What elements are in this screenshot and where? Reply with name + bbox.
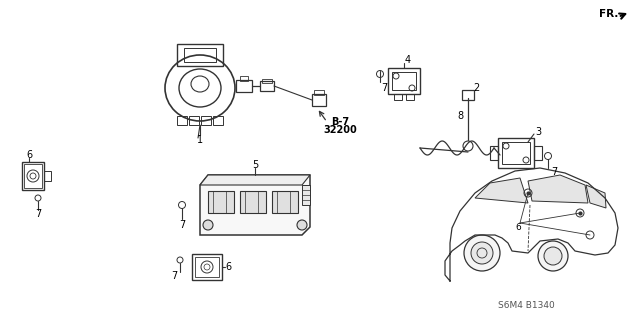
Text: 7: 7: [179, 220, 185, 230]
Text: 8: 8: [457, 111, 463, 121]
Text: 2: 2: [473, 83, 479, 93]
Circle shape: [544, 247, 562, 265]
Bar: [201, 116, 211, 125]
Bar: [44, 171, 51, 181]
Text: 32200: 32200: [323, 125, 357, 135]
Circle shape: [464, 235, 500, 271]
Bar: [406, 94, 414, 100]
Bar: [192, 254, 222, 280]
Bar: [388, 68, 420, 94]
Bar: [260, 81, 274, 91]
Text: 6: 6: [225, 262, 231, 272]
Bar: [177, 44, 223, 66]
Bar: [240, 76, 248, 81]
Bar: [184, 48, 216, 62]
Bar: [314, 90, 324, 95]
Text: B-7: B-7: [331, 117, 349, 127]
Bar: [195, 257, 219, 277]
Text: 1: 1: [197, 135, 203, 145]
Bar: [462, 90, 474, 100]
Text: 4: 4: [405, 55, 411, 65]
Bar: [240, 191, 266, 213]
Text: 7: 7: [171, 271, 177, 281]
Polygon shape: [475, 178, 528, 203]
Bar: [534, 146, 542, 160]
Text: FR.: FR.: [599, 9, 619, 19]
Bar: [394, 94, 402, 100]
Polygon shape: [200, 175, 310, 235]
Bar: [272, 191, 298, 213]
Bar: [262, 79, 272, 83]
Bar: [24, 164, 42, 188]
Bar: [236, 80, 252, 92]
Bar: [177, 116, 187, 125]
Bar: [498, 138, 534, 168]
Circle shape: [297, 220, 307, 230]
Bar: [213, 116, 223, 125]
Circle shape: [203, 220, 213, 230]
Bar: [502, 142, 530, 164]
Bar: [490, 146, 498, 160]
Bar: [208, 191, 234, 213]
Polygon shape: [586, 185, 606, 208]
Bar: [312, 94, 326, 106]
Polygon shape: [528, 175, 588, 203]
Text: 7: 7: [35, 209, 41, 219]
Text: 7: 7: [551, 167, 557, 177]
Bar: [392, 72, 416, 90]
Bar: [302, 185, 310, 205]
Polygon shape: [200, 175, 310, 185]
Text: 3: 3: [535, 127, 541, 137]
Circle shape: [471, 242, 493, 264]
Text: 5: 5: [252, 160, 258, 170]
Bar: [189, 116, 199, 125]
Text: 6: 6: [515, 224, 521, 233]
Circle shape: [538, 241, 568, 271]
Text: S6M4 B1340: S6M4 B1340: [498, 300, 554, 309]
Text: 6: 6: [26, 150, 32, 160]
Text: 7: 7: [381, 83, 387, 93]
